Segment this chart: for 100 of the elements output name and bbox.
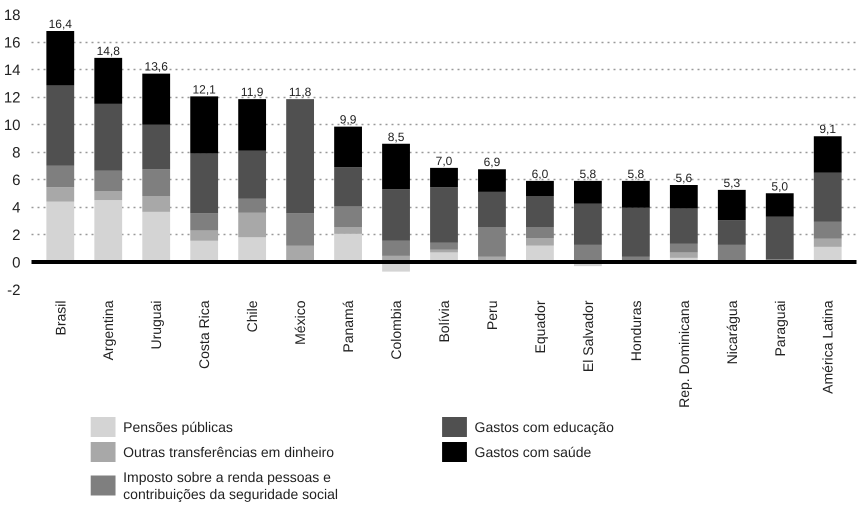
bar — [430, 242, 458, 250]
x-tick-label: Rep. Dominicana — [676, 300, 692, 408]
bar — [670, 252, 698, 258]
bar — [814, 136, 842, 173]
x-tick-label: Peru — [484, 300, 500, 330]
x-tick-label: Equador — [532, 300, 548, 354]
y-tick-label: 18 — [4, 7, 21, 24]
bar — [526, 226, 554, 238]
bar — [286, 99, 314, 214]
annotation: 9,1 — [819, 122, 836, 136]
bar — [94, 191, 122, 200]
bar — [574, 204, 602, 245]
bar — [622, 208, 650, 256]
legend-label: Gastos com educação — [474, 419, 614, 435]
bar — [478, 226, 506, 256]
bar — [382, 189, 410, 241]
bar — [46, 85, 74, 166]
bar — [574, 180, 602, 204]
bar — [382, 240, 410, 256]
bar — [430, 250, 458, 252]
bar — [334, 167, 362, 206]
bar — [94, 58, 122, 104]
annotation: 16,4 — [48, 17, 72, 31]
annotation: 9,9 — [340, 112, 357, 127]
x-tick-label: México — [292, 300, 308, 345]
bar — [766, 216, 794, 260]
bar — [670, 208, 698, 244]
y-tick-label: 0 — [12, 254, 20, 272]
bar — [190, 240, 218, 262]
bar — [142, 212, 170, 262]
bar — [94, 200, 122, 262]
annotation: 6,0 — [532, 166, 549, 181]
annotation: 5,6 — [675, 171, 692, 185]
bar — [334, 226, 362, 234]
annotation: 5,3 — [723, 176, 740, 190]
bar — [46, 202, 74, 262]
annotation: 5,8 — [628, 166, 645, 181]
annotation: 14,8 — [96, 44, 120, 58]
y-tick-label: 12 — [4, 90, 21, 106]
bar — [46, 31, 74, 86]
annotation: 11,8 — [288, 85, 312, 100]
y-tick-label: 6 — [12, 172, 20, 189]
bar — [238, 150, 266, 199]
bar — [766, 193, 794, 217]
y-tick-label: 8 — [12, 144, 20, 162]
bar — [46, 187, 74, 202]
annotation: 5,0 — [771, 179, 788, 194]
x-tick-label: Brasil — [52, 300, 68, 336]
legend-label: Outras transferências em dinheiro — [123, 444, 334, 460]
bar — [526, 196, 554, 227]
bar — [814, 238, 842, 247]
y-tick-label: 10 — [4, 117, 21, 134]
annotation: 11,9 — [240, 85, 264, 100]
bar — [622, 180, 650, 208]
bar — [814, 221, 842, 239]
bar — [718, 190, 746, 220]
bar — [94, 104, 122, 171]
legend-label: Gastos com saúde — [474, 444, 592, 460]
annotation: 6,9 — [484, 155, 501, 170]
bar — [46, 166, 74, 188]
bar — [814, 172, 842, 222]
x-tick-label: Nicarágua — [724, 300, 740, 364]
legend-label: Imposto sobre a renda pessoas e contribuições da seguridade social — [123, 469, 338, 502]
bar — [190, 230, 218, 241]
bar — [238, 198, 266, 212]
bar — [142, 169, 170, 196]
bar — [526, 180, 554, 196]
bar — [142, 124, 170, 170]
bar — [718, 220, 746, 245]
x-tick-label: Bolívia — [436, 300, 452, 343]
annotation: 8,5 — [388, 130, 405, 144]
bar — [574, 244, 602, 261]
bar — [286, 213, 314, 246]
bar — [430, 168, 458, 188]
bar — [190, 96, 218, 154]
x-tick-label: Costa Rica — [196, 300, 212, 369]
bar — [526, 238, 554, 246]
bar — [334, 206, 362, 227]
y-tick-label: 4 — [12, 200, 20, 216]
bar — [382, 144, 410, 190]
bar — [238, 99, 266, 151]
x-tick-label: Chile — [244, 300, 260, 332]
bar — [334, 234, 362, 262]
bar — [238, 212, 266, 238]
x-tick-label: Honduras — [628, 300, 644, 362]
bar — [238, 237, 266, 262]
bar — [190, 153, 218, 214]
x-tick-label: Panamá — [340, 300, 356, 353]
x-tick-label: Argentina — [100, 300, 116, 360]
x-tick-label: Uruguai — [148, 300, 164, 350]
bar — [670, 243, 698, 252]
annotation: 12,1 — [192, 82, 216, 96]
bar — [478, 192, 506, 227]
bar — [334, 126, 362, 168]
annotation: 7,0 — [436, 154, 453, 168]
bar — [142, 196, 170, 212]
x-tick-label: El Salvador — [580, 300, 596, 372]
bar — [94, 170, 122, 192]
y-tick-label: -2 — [7, 282, 21, 299]
y-tick-label: 2 — [12, 227, 20, 244]
